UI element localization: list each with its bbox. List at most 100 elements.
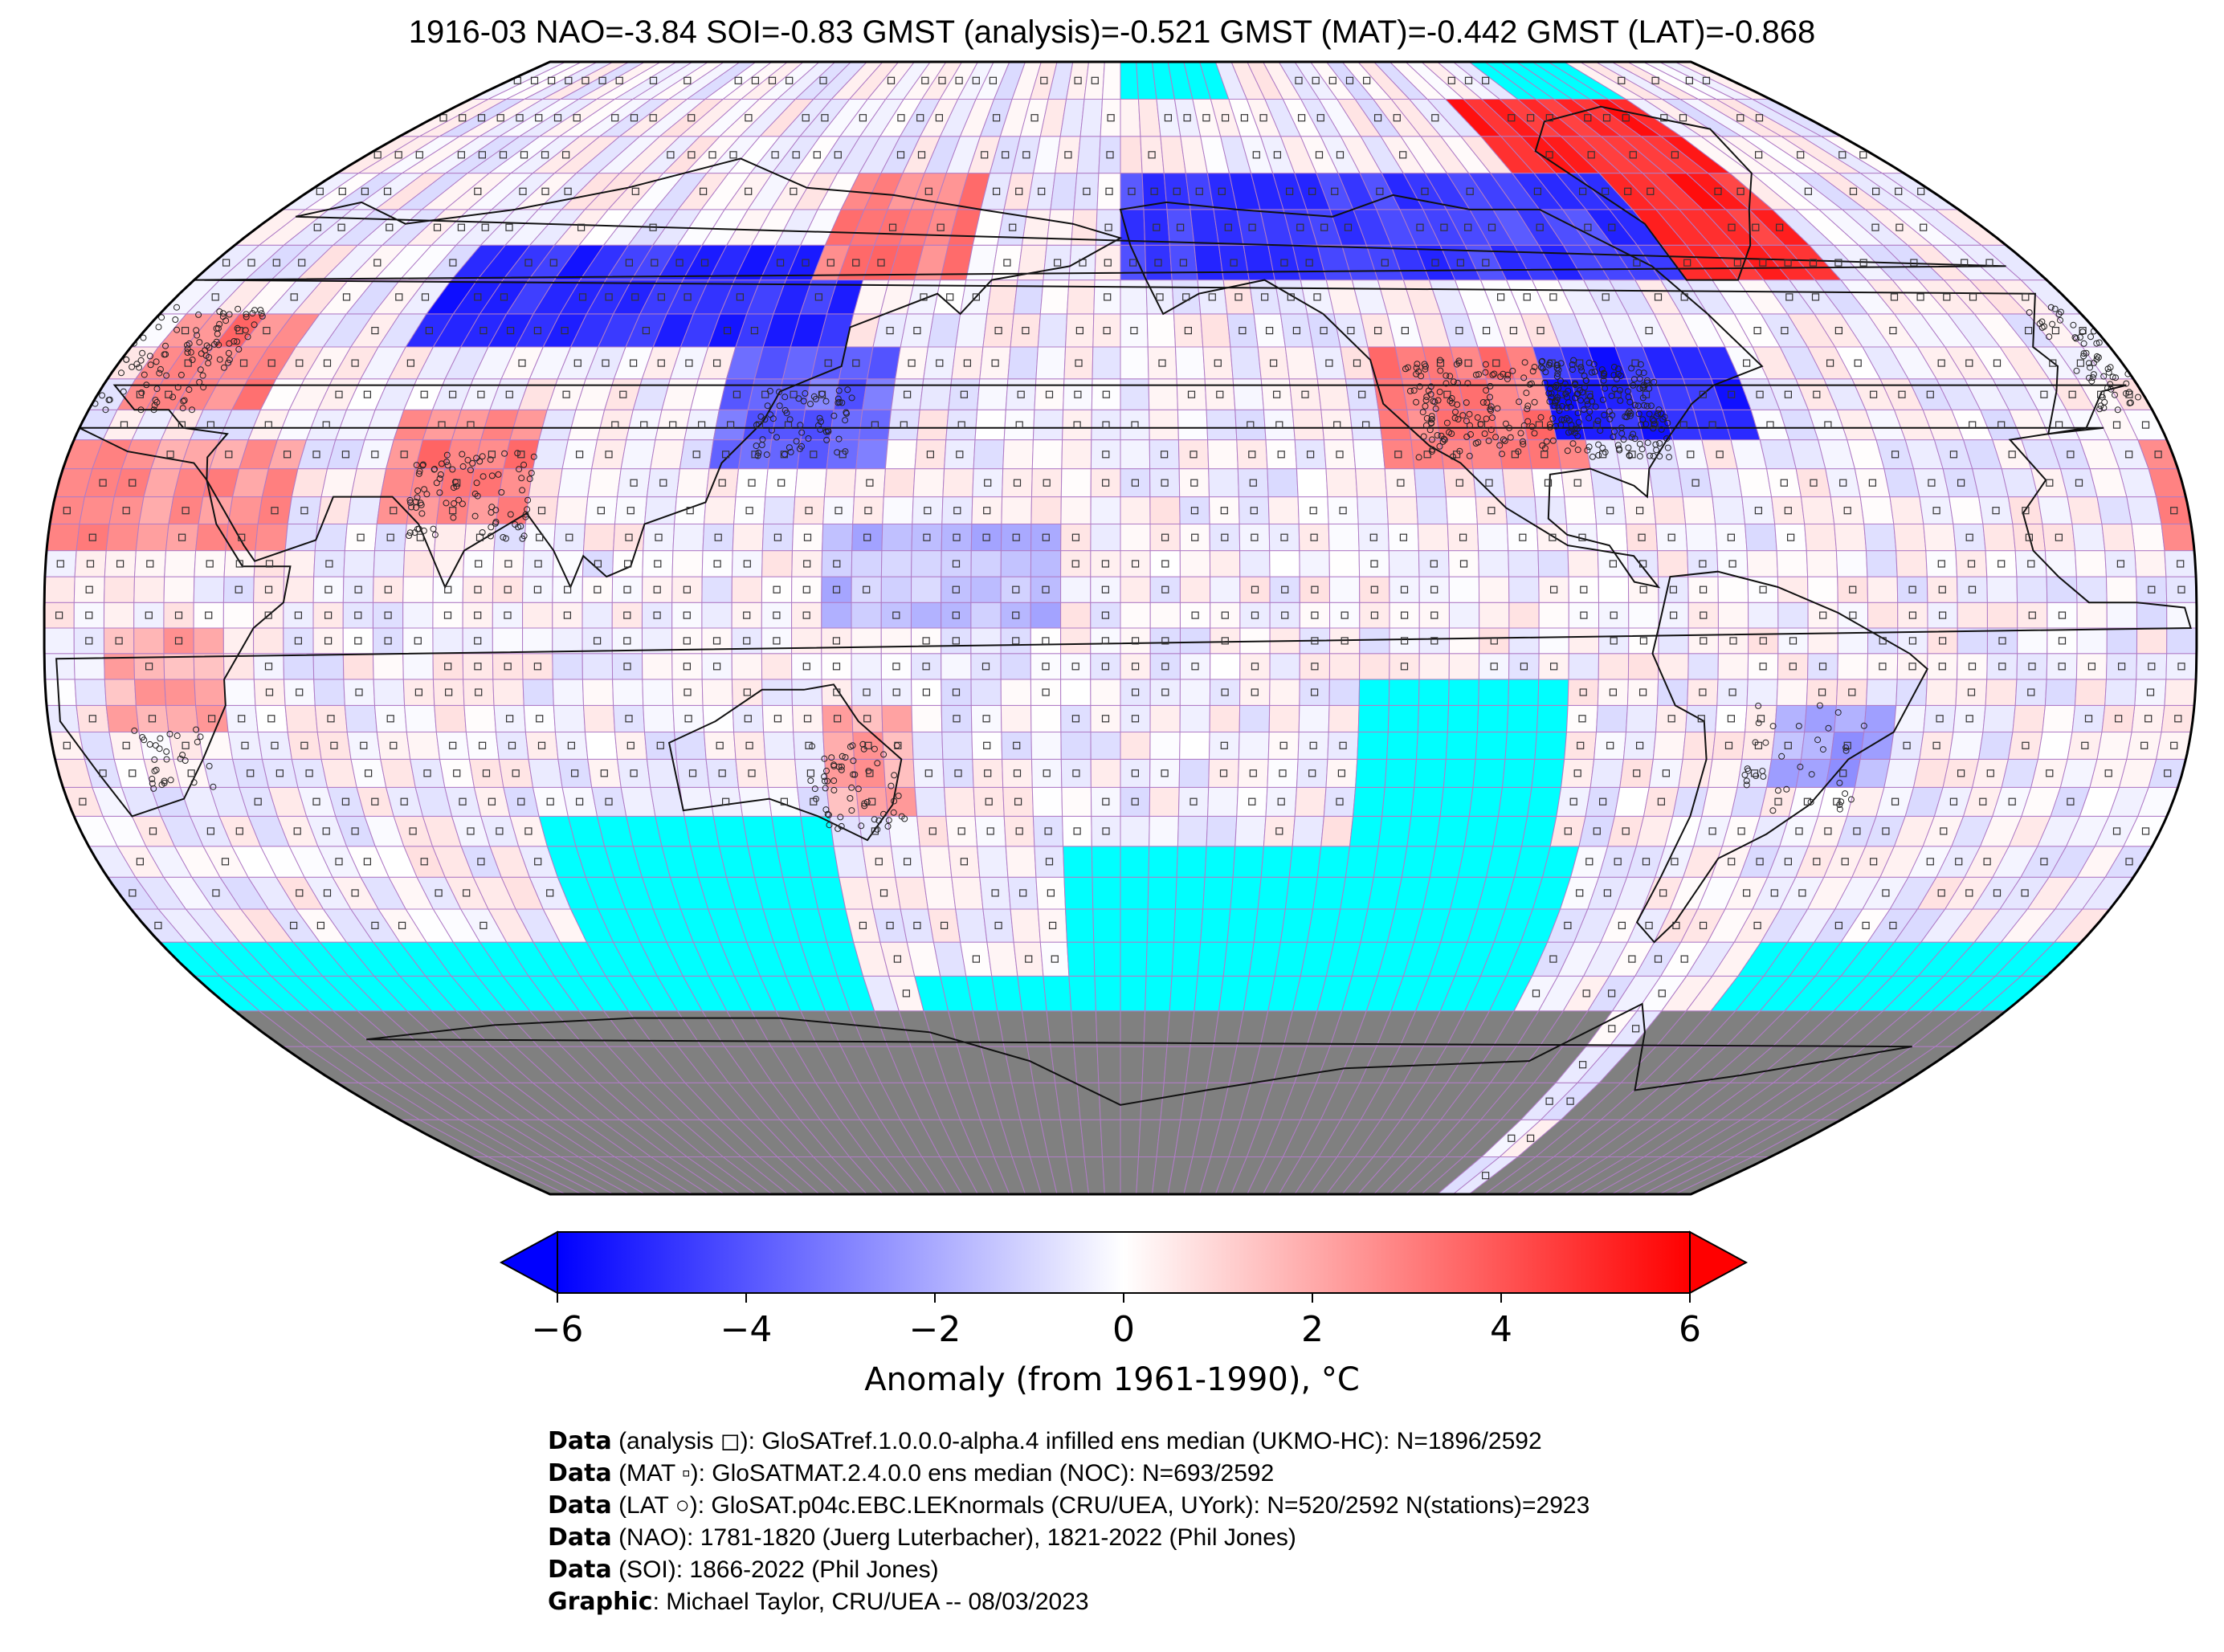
grid-cell xyxy=(402,576,434,603)
grid-cell xyxy=(791,576,822,603)
grid-cell xyxy=(1687,627,1719,655)
grid-cell xyxy=(1682,496,1716,524)
grid-cell xyxy=(643,704,675,732)
grid-cell xyxy=(584,732,618,760)
analysis-marker xyxy=(1221,688,1229,696)
grid-cell xyxy=(993,62,1026,100)
grid-cell xyxy=(2165,653,2197,680)
grid-cell xyxy=(672,524,705,552)
analysis-marker xyxy=(991,889,999,897)
grid-cell xyxy=(731,653,763,680)
analysis-marker xyxy=(1926,858,1934,866)
grid-cell xyxy=(1777,602,1809,629)
grid-cell xyxy=(346,496,382,524)
grid-cell xyxy=(1043,244,1072,281)
grid-cell xyxy=(1060,732,1092,760)
grid-cell xyxy=(1149,550,1181,577)
grid-cell xyxy=(1675,62,1771,100)
grid-cell xyxy=(492,576,524,603)
grid-cell xyxy=(1002,786,1034,817)
grid-cell xyxy=(463,550,495,577)
analysis-marker xyxy=(1047,889,1055,897)
analysis-marker xyxy=(2146,688,2155,696)
grid-cell xyxy=(1179,496,1210,524)
grid-cell xyxy=(1373,62,1429,100)
grid-cell xyxy=(733,496,766,524)
grid-cell xyxy=(884,439,918,470)
analysis-marker xyxy=(154,921,162,930)
analysis-marker xyxy=(1251,663,1259,671)
grid-cell xyxy=(941,602,972,629)
grid-cell xyxy=(1267,758,1299,788)
analysis-marker xyxy=(1937,889,1945,897)
analysis-marker xyxy=(1508,1134,1516,1142)
analysis-marker xyxy=(1839,769,1847,777)
grid-cell xyxy=(1253,313,1286,348)
data-note-key: Data xyxy=(548,1459,612,1487)
grid-cell xyxy=(1149,758,1181,788)
grid-cell xyxy=(791,627,822,655)
analysis-marker xyxy=(922,688,931,696)
grid-cell xyxy=(1035,876,1067,910)
grid-cell xyxy=(1687,576,1719,603)
grid-cell xyxy=(1093,279,1121,315)
grid-cell xyxy=(73,627,105,655)
grid-cell xyxy=(406,496,441,524)
grid-cell xyxy=(1642,62,1735,100)
grid-cell xyxy=(1567,550,1599,577)
grid-cell xyxy=(2074,550,2108,577)
grid-cell xyxy=(1030,550,1062,577)
grid-cell xyxy=(1010,313,1041,348)
analysis-marker xyxy=(453,769,461,777)
grid-cell xyxy=(708,439,744,470)
analysis-marker xyxy=(712,637,721,645)
analysis-marker xyxy=(1654,955,1663,963)
analysis-marker xyxy=(1582,989,1590,997)
analysis-marker xyxy=(360,741,368,749)
grid-cell xyxy=(1349,815,1383,847)
grid-cell xyxy=(1323,439,1357,470)
analysis-marker xyxy=(940,921,949,930)
grid-cell xyxy=(44,550,77,577)
analysis-marker xyxy=(2022,741,2030,749)
grid-cell xyxy=(1776,679,1809,706)
grid-cell xyxy=(1039,279,1070,315)
grid-cell xyxy=(283,627,314,655)
data-note-line: Data (LAT ○): GloSAT.p04c.EBC.LEKnormals… xyxy=(548,1490,1589,1522)
grid-cell xyxy=(1448,602,1480,629)
grid-cell xyxy=(1538,653,1569,680)
grid-cell xyxy=(1746,679,1778,706)
grid-cell xyxy=(439,468,475,498)
grid-cell xyxy=(1149,732,1181,760)
grid-cell xyxy=(1000,627,1031,655)
analysis-marker xyxy=(1025,955,1033,963)
grid-cell xyxy=(133,550,167,577)
grid-cell xyxy=(914,786,947,817)
grid-cell xyxy=(1090,704,1121,732)
grid-cell xyxy=(1269,602,1300,629)
chart-title: 1916-03 NAO=-3.84 SOI=-0.83 GMST (analys… xyxy=(408,14,1816,50)
analysis-marker xyxy=(1045,858,1054,866)
grid-cell xyxy=(642,550,674,577)
grid-cell xyxy=(198,732,234,760)
grid-cell xyxy=(462,576,494,603)
analysis-marker xyxy=(423,769,431,777)
grid-cell xyxy=(402,627,434,655)
grid-cell xyxy=(1294,786,1327,817)
grid-cell xyxy=(1357,496,1389,524)
analysis-marker xyxy=(1051,955,1059,963)
grid-cell xyxy=(1030,602,1062,629)
grid-cell xyxy=(1476,704,1509,732)
grid-cell xyxy=(1327,732,1359,760)
grid-cell xyxy=(1508,653,1540,680)
grid-cell xyxy=(1985,550,2018,577)
grid-cell xyxy=(1030,732,1062,760)
colorbar-tick-label: 6 xyxy=(1679,1309,1701,1350)
grid-cell xyxy=(741,815,777,847)
grid-cell xyxy=(1568,576,1600,603)
analysis-marker xyxy=(1566,1097,1574,1105)
analysis-marker xyxy=(371,797,379,806)
grid-cell xyxy=(2044,550,2077,577)
grid-cell xyxy=(1061,786,1092,817)
grid-cell xyxy=(44,602,75,629)
